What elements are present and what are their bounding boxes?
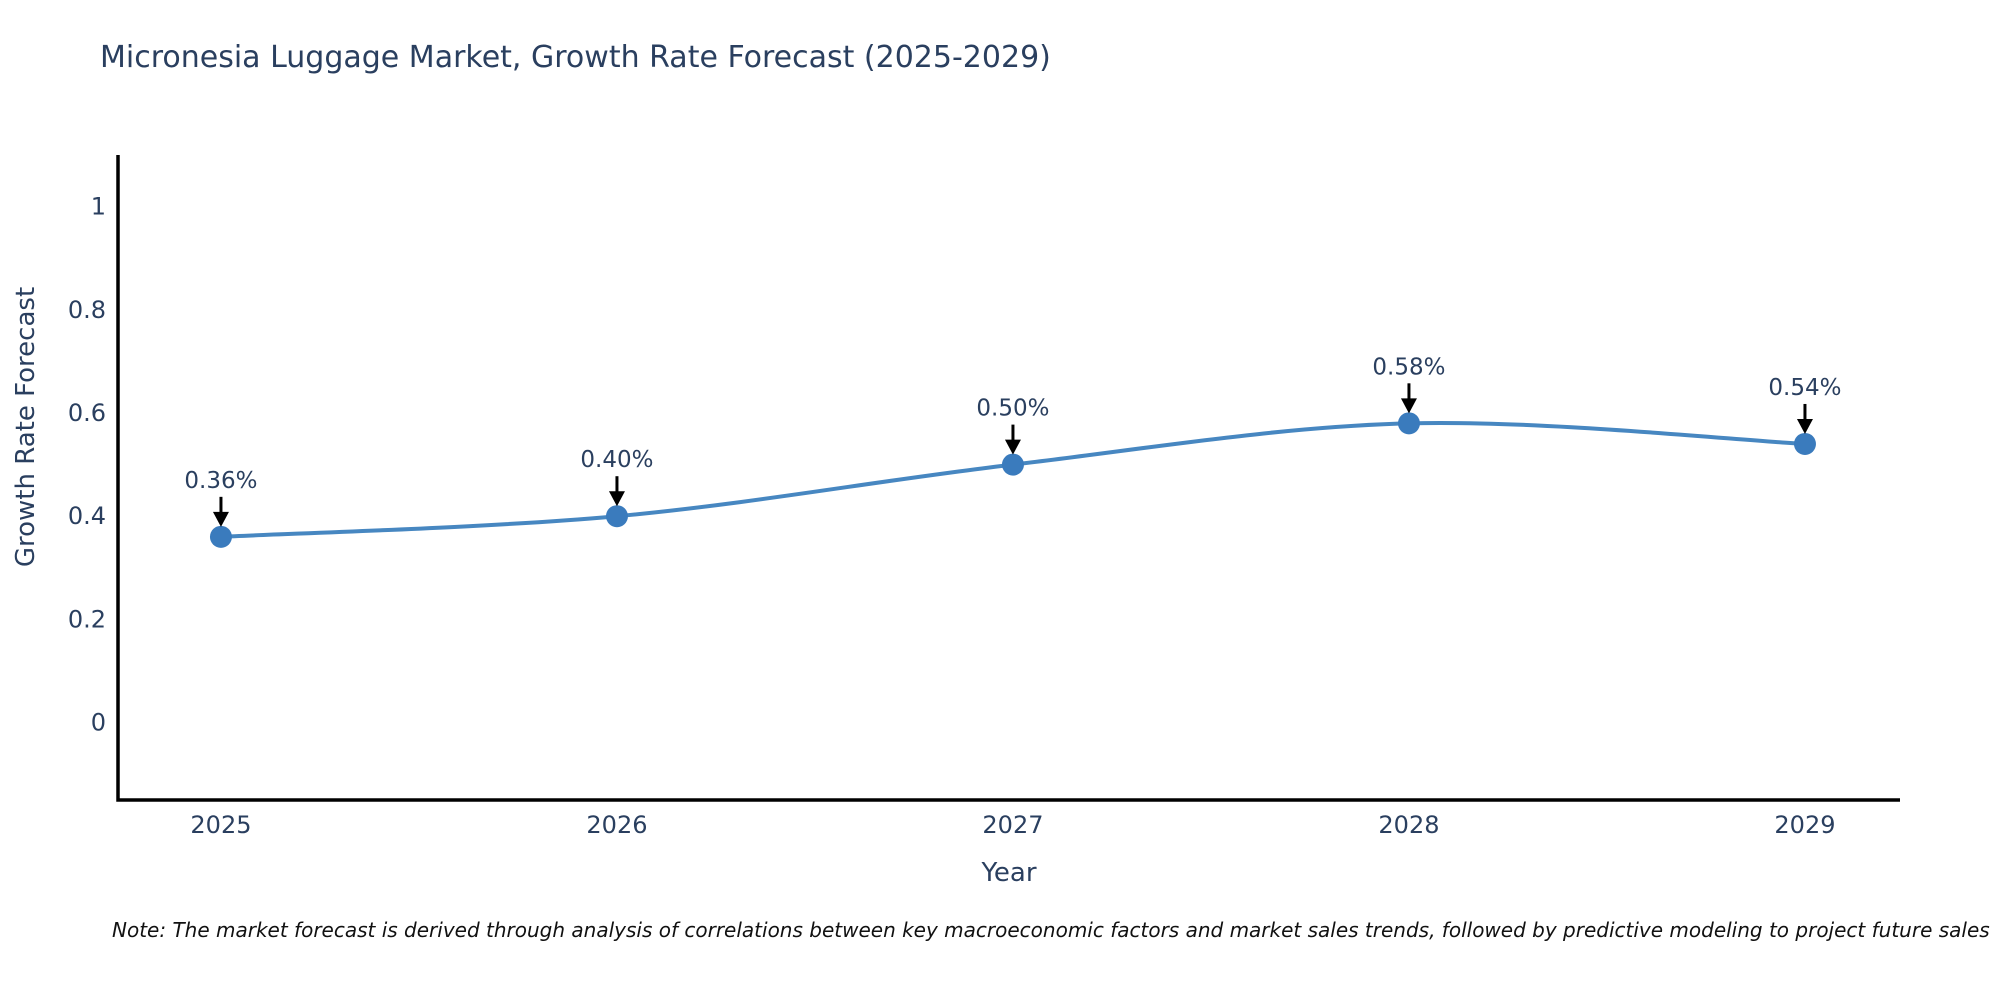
x-tick-label: 2026: [586, 811, 647, 839]
annotation-arrowhead-icon: [1004, 439, 1021, 455]
x-axis-title: Year: [980, 858, 1036, 888]
y-tick-label: 0.4: [68, 502, 106, 530]
data-point-marker: [1397, 412, 1420, 435]
y-tick-label: 1: [91, 193, 106, 221]
data-point-marker: [1001, 453, 1024, 476]
annotation-arrowhead-icon: [1400, 398, 1417, 414]
point-value-label: 0.40%: [580, 447, 653, 473]
point-value-label: 0.54%: [1768, 375, 1841, 401]
series-layer: [209, 412, 1816, 548]
footnote: Note: The market forecast is derived thr…: [112, 918, 1990, 942]
point-value-label: 0.58%: [1372, 354, 1445, 380]
data-point-marker: [605, 505, 628, 528]
x-tick-label: 2027: [982, 811, 1043, 839]
chart-title: Micronesia Luggage Market, Growth Rate F…: [100, 40, 1051, 75]
axis-lines: [116, 155, 1900, 802]
annotation-arrowhead-icon: [212, 511, 229, 527]
data-point-marker: [209, 525, 232, 548]
x-tick-label: 2029: [1774, 811, 1835, 839]
y-axis-title: Growth Rate Forecast: [11, 287, 41, 567]
data-point-marker: [1793, 432, 1816, 455]
y-tick-label: 0.2: [68, 605, 106, 633]
y-tick-label: 0: [91, 709, 106, 737]
annotation-arrowhead-icon: [1796, 418, 1813, 434]
x-tick-label: 2028: [1378, 811, 1439, 839]
annotation-layer: 0.36% 0.40% 0.50% 0.58% 0.54%: [184, 354, 1841, 527]
annotation-arrowhead-icon: [608, 491, 625, 507]
point-value-label: 0.50%: [976, 396, 1049, 422]
axes-layer: 0 0.2 0.4 0.6 0.8 1 2025 2026 2027 2028 2029: [68, 155, 1900, 839]
y-tick-label: 0.6: [68, 399, 106, 427]
point-value-label: 0.36%: [184, 468, 257, 494]
y-tick-label: 0.8: [68, 296, 106, 324]
x-tick-label: 2025: [190, 811, 251, 839]
